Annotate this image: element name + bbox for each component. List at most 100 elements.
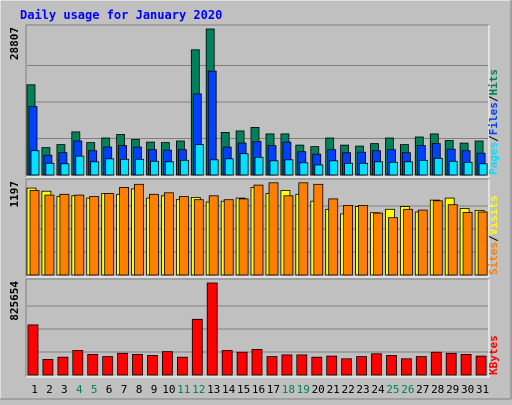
panel-legend: KBytes <box>487 335 500 375</box>
bar-sites-day-28 <box>432 200 443 276</box>
bar-kbytes-day-31 <box>475 355 487 376</box>
x-tick-label: 3 <box>61 383 68 396</box>
bar-pages-day-9 <box>150 160 159 176</box>
legend-files: Files <box>487 102 500 135</box>
bar-pages-day-29 <box>448 160 458 176</box>
x-tick-label: 13 <box>207 383 220 396</box>
bar-pages-day-26 <box>403 161 413 176</box>
bar-pages-day-8 <box>135 158 144 176</box>
legend-separator: / <box>487 135 500 142</box>
x-tick-label: 10 <box>162 383 175 396</box>
x-tick-label: 22 <box>341 383 354 396</box>
bar-sites-day-20 <box>313 183 324 276</box>
bar-pages-day-20 <box>314 164 324 176</box>
bar-sites-day-25 <box>388 217 398 276</box>
x-tick-label: 9 <box>151 383 158 396</box>
bar-pages-day-31 <box>478 163 488 176</box>
bar-kbytes-day-24 <box>371 353 382 376</box>
x-tick-label: 16 <box>252 383 265 396</box>
bar-sites-day-26 <box>402 208 413 276</box>
bar-pages-day-16 <box>254 156 264 176</box>
bar-kbytes-day-29 <box>445 352 457 376</box>
x-tick-label: 15 <box>237 383 250 396</box>
bar-pages-day-7 <box>120 158 129 176</box>
x-tick-label: 26 <box>401 383 414 396</box>
x-tick-label: 6 <box>106 383 113 396</box>
y-max-label: 1197 <box>8 181 21 208</box>
bar-sites-day-31 <box>477 211 488 276</box>
bar-kbytes-day-10 <box>161 351 173 376</box>
bar-kbytes-day-18 <box>281 354 293 376</box>
bar-kbytes-day-22 <box>341 358 353 376</box>
bar-pages-day-23 <box>359 162 369 176</box>
x-tick-label: 1 <box>31 383 38 396</box>
bar-kbytes-day-15 <box>236 351 248 376</box>
bar-pages-day-27 <box>418 159 428 176</box>
x-tick-label: 18 <box>282 383 295 396</box>
bar-kbytes-day-26 <box>400 358 412 376</box>
legend-separator: / <box>487 95 500 102</box>
bar-pages-day-11 <box>179 159 189 176</box>
x-tick-label: 30 <box>461 383 474 396</box>
bar-kbytes-day-23 <box>356 356 368 376</box>
bar-kbytes-day-1 <box>27 324 39 376</box>
x-tick-label: 12 <box>192 383 205 396</box>
bar-pages-day-22 <box>344 162 354 176</box>
legend-hits: Hits <box>487 69 500 96</box>
bar-kbytes-day-7 <box>117 352 128 376</box>
bar-pages-day-2 <box>45 162 55 176</box>
bar-kbytes-day-16 <box>251 348 263 376</box>
bar-kbytes-day-14 <box>221 350 233 376</box>
bar-kbytes-day-12 <box>191 318 203 376</box>
bar-pages-day-10 <box>164 161 174 176</box>
bar-kbytes-day-6 <box>102 356 114 376</box>
x-tick-label: 21 <box>327 383 340 396</box>
bar-sites-day-10 <box>163 192 174 276</box>
x-tick-label: 29 <box>446 383 459 396</box>
legend-pages: Pages <box>487 142 500 175</box>
y-max-label: 28807 <box>8 27 21 60</box>
legend-visits: Visits <box>487 196 500 236</box>
bar-sites-day-19 <box>298 182 309 276</box>
x-tick-label: 8 <box>136 383 143 396</box>
x-tick-label: 17 <box>267 383 280 396</box>
panel-kbytes: 825654 KBytes <box>8 278 500 378</box>
bar-sites-day-9 <box>149 193 159 276</box>
bar-kbytes-day-20 <box>311 356 323 376</box>
bar-sites-day-14 <box>223 199 234 276</box>
bar-kbytes-day-21 <box>326 355 338 376</box>
bar-sites-day-15 <box>238 198 249 276</box>
bar-sites-day-29 <box>447 204 458 276</box>
bars-visits-sites <box>26 182 488 276</box>
x-tick-label: 20 <box>312 383 325 396</box>
bar-pages-day-4 <box>75 155 85 176</box>
legend-kbytes: KBytes <box>487 335 500 375</box>
x-tick-label: 2 <box>46 383 53 396</box>
bar-sites-day-22 <box>343 204 354 276</box>
x-tick-label: 25 <box>386 383 399 396</box>
bar-pages-day-21 <box>329 160 339 176</box>
bar-pages-day-25 <box>389 161 398 176</box>
legend-separator: / <box>487 235 500 242</box>
bar-sites-day-12 <box>193 199 204 276</box>
y-max-label: 825654 <box>8 281 21 321</box>
bar-pages-day-28 <box>433 157 443 176</box>
x-tick-label: 7 <box>121 383 128 396</box>
bar-pages-day-24 <box>374 161 383 176</box>
x-axis-labels: 1 2 3 4 5 6 7 8 9 10 11 12 13 14 15 16 17 18 19 20 21 22 23 24 2… <box>31 383 489 396</box>
bar-sites-day-2 <box>44 194 55 276</box>
bar-sites-day-8 <box>134 183 144 276</box>
panel-visits-sites: 1197 Sites/Visits <box>8 178 500 278</box>
bar-pages-day-15 <box>239 153 249 176</box>
bar-kbytes-day-9 <box>147 355 158 376</box>
x-tick-label: 5 <box>91 383 98 396</box>
bar-sites-day-6 <box>104 193 115 276</box>
bar-sites-day-17 <box>268 182 279 276</box>
x-tick-label: 24 <box>371 383 385 396</box>
bar-sites-day-5 <box>89 196 100 276</box>
bar-pages-day-13 <box>209 159 219 176</box>
legend-sites: Sites <box>487 242 500 275</box>
x-tick-label: 27 <box>416 383 429 396</box>
x-tick-label: 28 <box>431 383 444 396</box>
